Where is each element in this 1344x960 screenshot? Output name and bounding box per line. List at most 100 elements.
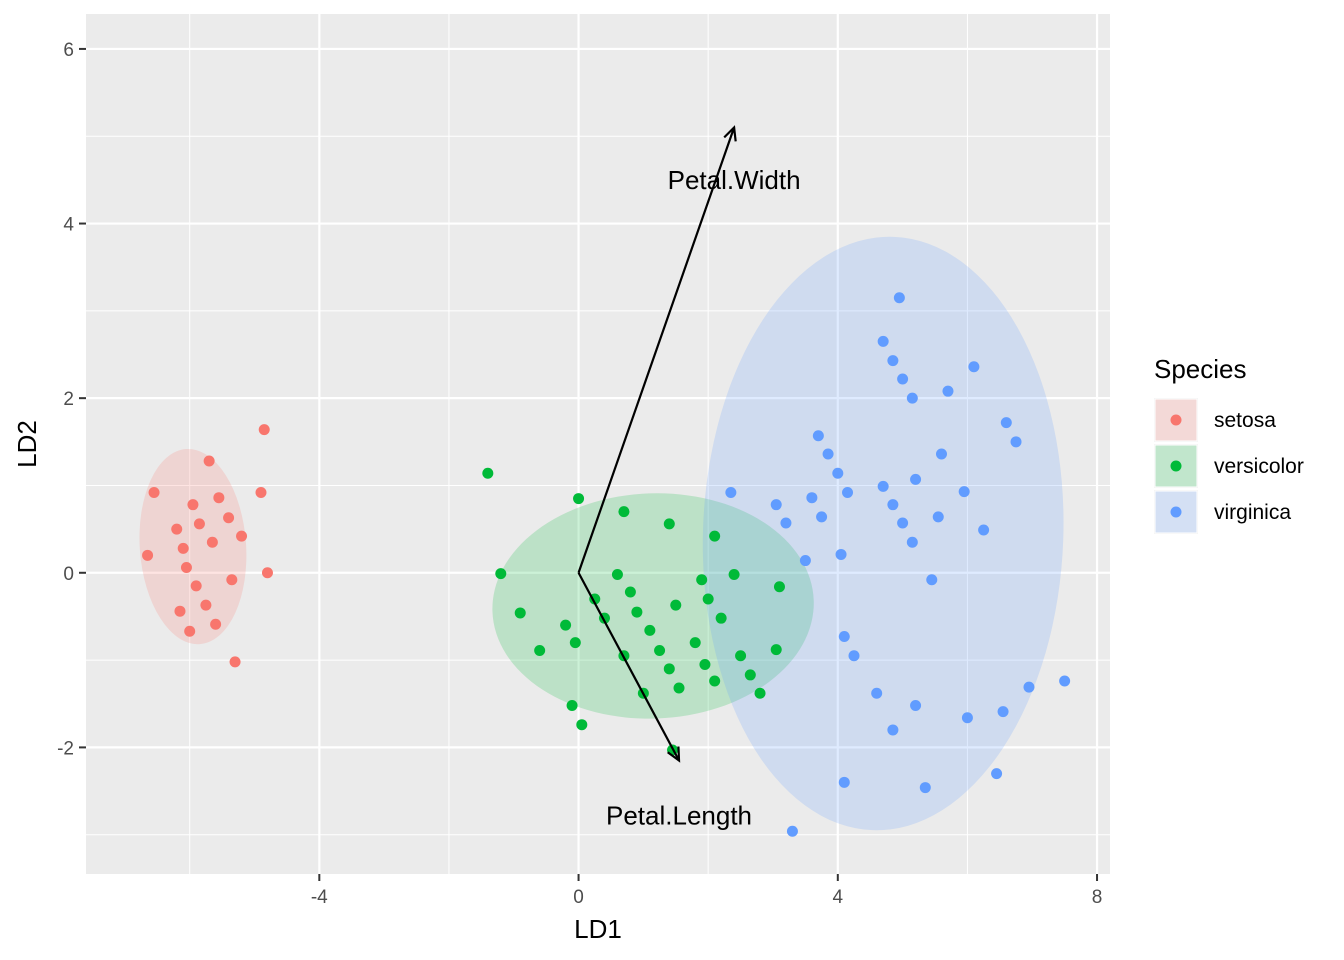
point-virginica	[812, 430, 824, 442]
point-setosa	[180, 562, 192, 574]
point-virginica	[770, 499, 782, 511]
point-versicolor	[673, 682, 685, 694]
point-virginica	[780, 517, 792, 529]
point-virginica	[832, 467, 844, 479]
point-versicolor	[770, 644, 782, 656]
point-versicolor	[728, 569, 740, 581]
plot-panel	[86, 14, 1110, 874]
point-setosa	[261, 567, 273, 579]
point-virginica	[822, 448, 834, 460]
loading-arrows: Petal.Width Petal.Length	[577, 125, 801, 831]
point-virginica	[935, 448, 947, 460]
point-setosa	[193, 518, 205, 530]
point-virginica	[961, 712, 973, 724]
point-virginica	[816, 511, 828, 523]
point-virginica	[725, 486, 737, 498]
legend-key-versicolor	[1154, 444, 1198, 488]
point-versicolor	[631, 606, 643, 618]
point-setosa	[200, 599, 212, 611]
y-tick-label: 2	[63, 389, 74, 410]
point-virginica	[838, 631, 850, 643]
point-versicolor	[689, 637, 701, 649]
point-virginica	[887, 724, 899, 736]
point-virginica	[910, 473, 922, 485]
point-versicolor	[773, 581, 785, 593]
y-tick-label: 4	[63, 215, 74, 236]
point-virginica	[799, 555, 811, 567]
point-setosa	[255, 486, 267, 498]
point-versicolor	[573, 493, 585, 505]
data-points	[142, 292, 1071, 837]
point-virginica	[877, 480, 889, 492]
point-virginica	[926, 574, 938, 586]
point-versicolor	[482, 467, 494, 479]
point-versicolor	[709, 530, 721, 542]
x-axis-title: LD1	[574, 914, 622, 944]
legend: Species setosa versicolor virginica	[1154, 354, 1304, 534]
point-versicolor	[560, 619, 572, 631]
point-virginica	[887, 355, 899, 367]
point-versicolor	[670, 599, 682, 611]
point-virginica	[835, 548, 847, 560]
point-setosa	[213, 492, 225, 504]
arrowhead-petal-width	[723, 125, 737, 142]
legend-key-virginica	[1154, 490, 1198, 534]
point-versicolor	[644, 624, 656, 636]
point-setosa	[229, 656, 241, 668]
point-virginica	[838, 776, 850, 788]
point-versicolor	[663, 518, 675, 530]
point-setosa	[148, 486, 160, 498]
y-axis: -2 0 2 4 6	[57, 40, 86, 759]
point-virginica	[893, 292, 905, 304]
legend-label-versicolor: versicolor	[1214, 455, 1304, 478]
point-virginica	[806, 492, 818, 504]
point-virginica	[910, 699, 922, 711]
legend-label-virginica: virginica	[1214, 501, 1291, 524]
legend-key-point	[1170, 460, 1182, 472]
point-versicolor	[611, 569, 623, 581]
point-virginica	[997, 706, 1009, 718]
point-setosa	[187, 499, 199, 511]
point-versicolor	[534, 644, 546, 656]
x-tick-label: 0	[573, 887, 584, 908]
point-virginica	[1059, 675, 1071, 687]
point-setosa	[206, 536, 218, 548]
point-virginica	[932, 511, 944, 523]
y-tick-label: 0	[63, 564, 74, 585]
point-setosa	[171, 523, 183, 535]
point-versicolor	[696, 574, 708, 586]
legend-key-point	[1170, 414, 1182, 426]
arrow-label-petal-width: Petal.Width	[668, 165, 801, 195]
point-virginica	[848, 650, 860, 662]
arrow-petal-length	[577, 572, 680, 762]
legend-label-setosa: setosa	[1214, 409, 1276, 432]
point-virginica	[842, 486, 854, 498]
point-virginica	[906, 392, 918, 404]
point-virginica	[1000, 417, 1012, 429]
point-setosa	[190, 580, 202, 592]
point-versicolor	[654, 644, 666, 656]
point-virginica	[968, 361, 980, 373]
point-virginica	[906, 536, 918, 548]
ellipse-versicolor	[492, 493, 814, 719]
point-virginica	[958, 486, 970, 498]
point-versicolor	[514, 607, 526, 619]
arrowhead-petal-length	[667, 746, 681, 763]
x-tick-label: 8	[1092, 887, 1103, 908]
point-virginica	[991, 768, 1003, 780]
point-versicolor	[569, 637, 581, 649]
point-virginica	[871, 687, 883, 699]
point-virginica	[919, 782, 931, 794]
point-versicolor	[624, 586, 636, 598]
point-virginica	[1010, 436, 1022, 448]
point-versicolor	[702, 593, 714, 605]
legend-key-point	[1170, 506, 1182, 518]
point-virginica	[786, 825, 798, 837]
point-virginica	[942, 385, 954, 397]
point-versicolor	[576, 719, 588, 731]
point-virginica	[897, 373, 909, 385]
point-setosa	[236, 530, 248, 542]
point-versicolor	[709, 675, 721, 687]
point-setosa	[226, 574, 238, 586]
